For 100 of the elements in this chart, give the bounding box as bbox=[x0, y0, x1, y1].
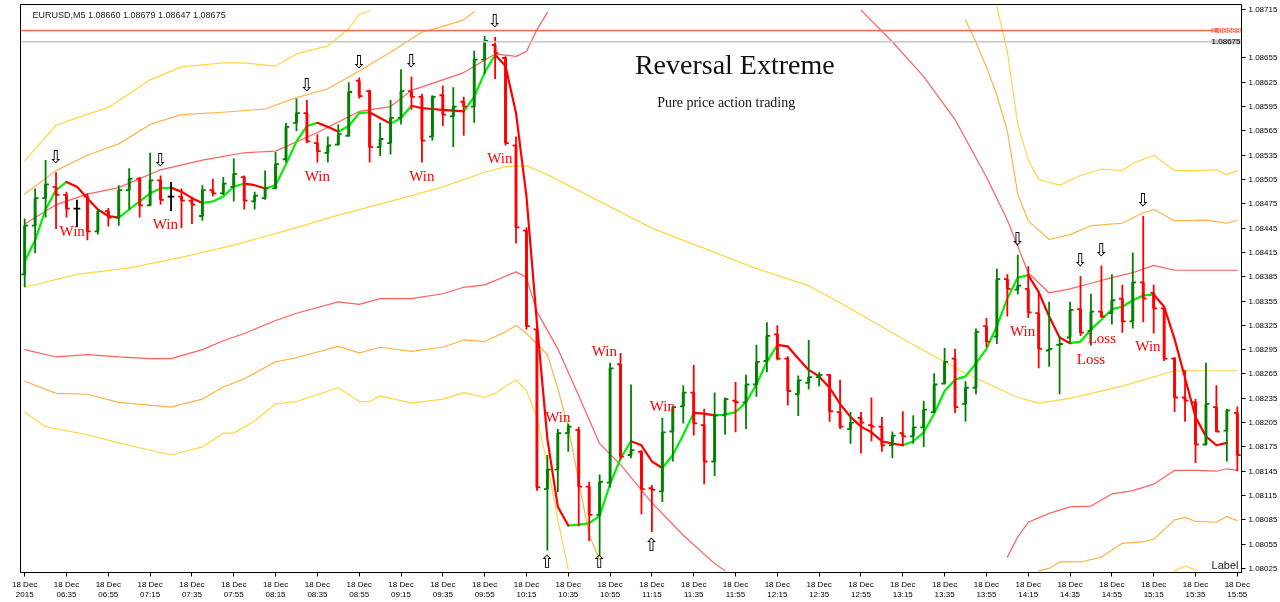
y-tick-label: 1.08355 bbox=[1248, 296, 1278, 306]
candlestick bbox=[302, 99, 312, 144]
candlestick bbox=[344, 81, 353, 137]
candlestick bbox=[919, 399, 928, 448]
x-tick-label: 18 Dec 07:55 bbox=[221, 579, 247, 600]
candlestick bbox=[1159, 305, 1169, 362]
annotation: Win bbox=[409, 167, 436, 184]
candlestick bbox=[658, 416, 667, 503]
candlestick bbox=[1097, 264, 1106, 319]
annotation: ⇩ bbox=[351, 50, 367, 72]
x-tick-label: 18 Dec 12:55 bbox=[848, 579, 874, 600]
candlestick bbox=[459, 95, 468, 137]
annotation: ⇧ bbox=[644, 534, 660, 556]
candlestick bbox=[584, 480, 594, 542]
candlestick bbox=[30, 187, 40, 255]
candlestick bbox=[260, 169, 270, 201]
annotation: EURUSD,M5 1.08660 1.08679 1.08647 1.08675 bbox=[32, 9, 226, 20]
candlestick bbox=[637, 449, 646, 516]
candlestick bbox=[532, 324, 542, 492]
x-tick-label: 18 Dec 10:55 bbox=[597, 579, 623, 600]
y-tick-label: 1.08145 bbox=[1248, 466, 1278, 476]
candlestick bbox=[1201, 361, 1211, 447]
y-tick-label: 1.08235 bbox=[1248, 393, 1278, 403]
y-tick-label: 1.08205 bbox=[1248, 418, 1278, 428]
candlestick bbox=[710, 391, 719, 477]
candlestick bbox=[1076, 275, 1085, 337]
y-tick-label: 1.08415 bbox=[1248, 247, 1278, 257]
candlestick bbox=[1013, 253, 1023, 296]
annotation: Win bbox=[649, 397, 676, 414]
candlestick bbox=[616, 352, 625, 461]
x-tick-label: 18 Dec 14:15 bbox=[1015, 579, 1041, 600]
x-tick-label: 18 Dec 12:35 bbox=[806, 579, 832, 600]
candlestick bbox=[1180, 369, 1190, 423]
y-tick-label: 1.08535 bbox=[1248, 150, 1278, 160]
candlestick bbox=[1003, 273, 1012, 318]
annotation: Win bbox=[59, 222, 86, 239]
x-tick-label: 18 Dec 09:15 bbox=[388, 579, 414, 600]
annotation: ⇩ bbox=[48, 145, 64, 167]
annotation: Label bbox=[1211, 558, 1239, 571]
candlestick bbox=[239, 174, 249, 211]
candlestick bbox=[334, 123, 343, 147]
candlestick bbox=[386, 99, 395, 156]
candlestick bbox=[1055, 335, 1064, 396]
candlestick bbox=[438, 84, 448, 127]
y-tick-label: 1.08475 bbox=[1248, 199, 1278, 209]
candlestick bbox=[647, 484, 657, 533]
candlestick bbox=[428, 94, 437, 142]
annotation: Win bbox=[545, 409, 571, 426]
candlestick bbox=[407, 75, 416, 111]
candlestick bbox=[1128, 251, 1138, 330]
candlestick bbox=[992, 267, 1002, 345]
x-tick-label: 18 Dec 13:15 bbox=[890, 579, 916, 600]
x-tick-label: 18 Dec 13:55 bbox=[973, 579, 1000, 600]
annotation: ⇩ bbox=[153, 148, 169, 170]
annotation: ⇩ bbox=[1010, 228, 1026, 250]
candlestick bbox=[250, 190, 259, 211]
candlestick bbox=[689, 364, 698, 437]
annotation: Win bbox=[1009, 323, 1036, 340]
candlestick bbox=[1118, 283, 1127, 334]
candlestick bbox=[449, 86, 458, 149]
x-tick-label: 18 Dec 13:35 bbox=[931, 579, 958, 600]
candlestick bbox=[731, 381, 740, 434]
candlestick bbox=[208, 177, 218, 198]
text: Pure price action trading bbox=[657, 95, 796, 111]
y-tick-label: 1.08265 bbox=[1248, 369, 1278, 379]
candlestick bbox=[804, 339, 813, 391]
candlestick bbox=[62, 190, 71, 219]
candlestick bbox=[83, 192, 92, 242]
candlestick bbox=[762, 321, 772, 374]
candlestick bbox=[950, 347, 960, 414]
annotation: ⇩ bbox=[1135, 189, 1151, 211]
y-tick-label: 1.08595 bbox=[1248, 102, 1278, 112]
candlestick bbox=[699, 407, 709, 486]
candlestick bbox=[20, 217, 29, 289]
candlestick bbox=[1212, 384, 1221, 434]
candlestick bbox=[1170, 356, 1179, 413]
candlestick bbox=[888, 430, 897, 460]
x-tick-label: 18 Dec 09:55 bbox=[471, 579, 498, 600]
candlestick bbox=[323, 135, 333, 164]
candlestick bbox=[396, 68, 406, 126]
candlestick bbox=[564, 422, 573, 453]
y-tick-label: 1.08055 bbox=[1248, 539, 1278, 549]
annotation: Win bbox=[1135, 338, 1162, 355]
candlestick bbox=[783, 355, 793, 407]
y-tick-label: 1.08025 bbox=[1248, 563, 1278, 573]
annotation: ⇩ bbox=[487, 10, 503, 32]
candlestick bbox=[1138, 215, 1148, 324]
annotation: Win bbox=[591, 342, 618, 359]
candlestick bbox=[679, 384, 688, 425]
x-tick-label: 18 Dec 11:55 bbox=[722, 579, 749, 600]
candlestick bbox=[522, 226, 531, 331]
candlestick bbox=[41, 159, 50, 219]
candlestick bbox=[1107, 273, 1117, 326]
candlestick bbox=[773, 324, 782, 362]
x-tick-label: 18 Dec 15:35 bbox=[1182, 579, 1209, 600]
candlestick bbox=[877, 416, 887, 453]
y-tick-label: 1.08175 bbox=[1248, 442, 1278, 452]
candlestick bbox=[104, 206, 113, 228]
annotation: Win bbox=[152, 216, 179, 233]
x-tick-label: 18 Dec 09:35 bbox=[430, 579, 456, 600]
